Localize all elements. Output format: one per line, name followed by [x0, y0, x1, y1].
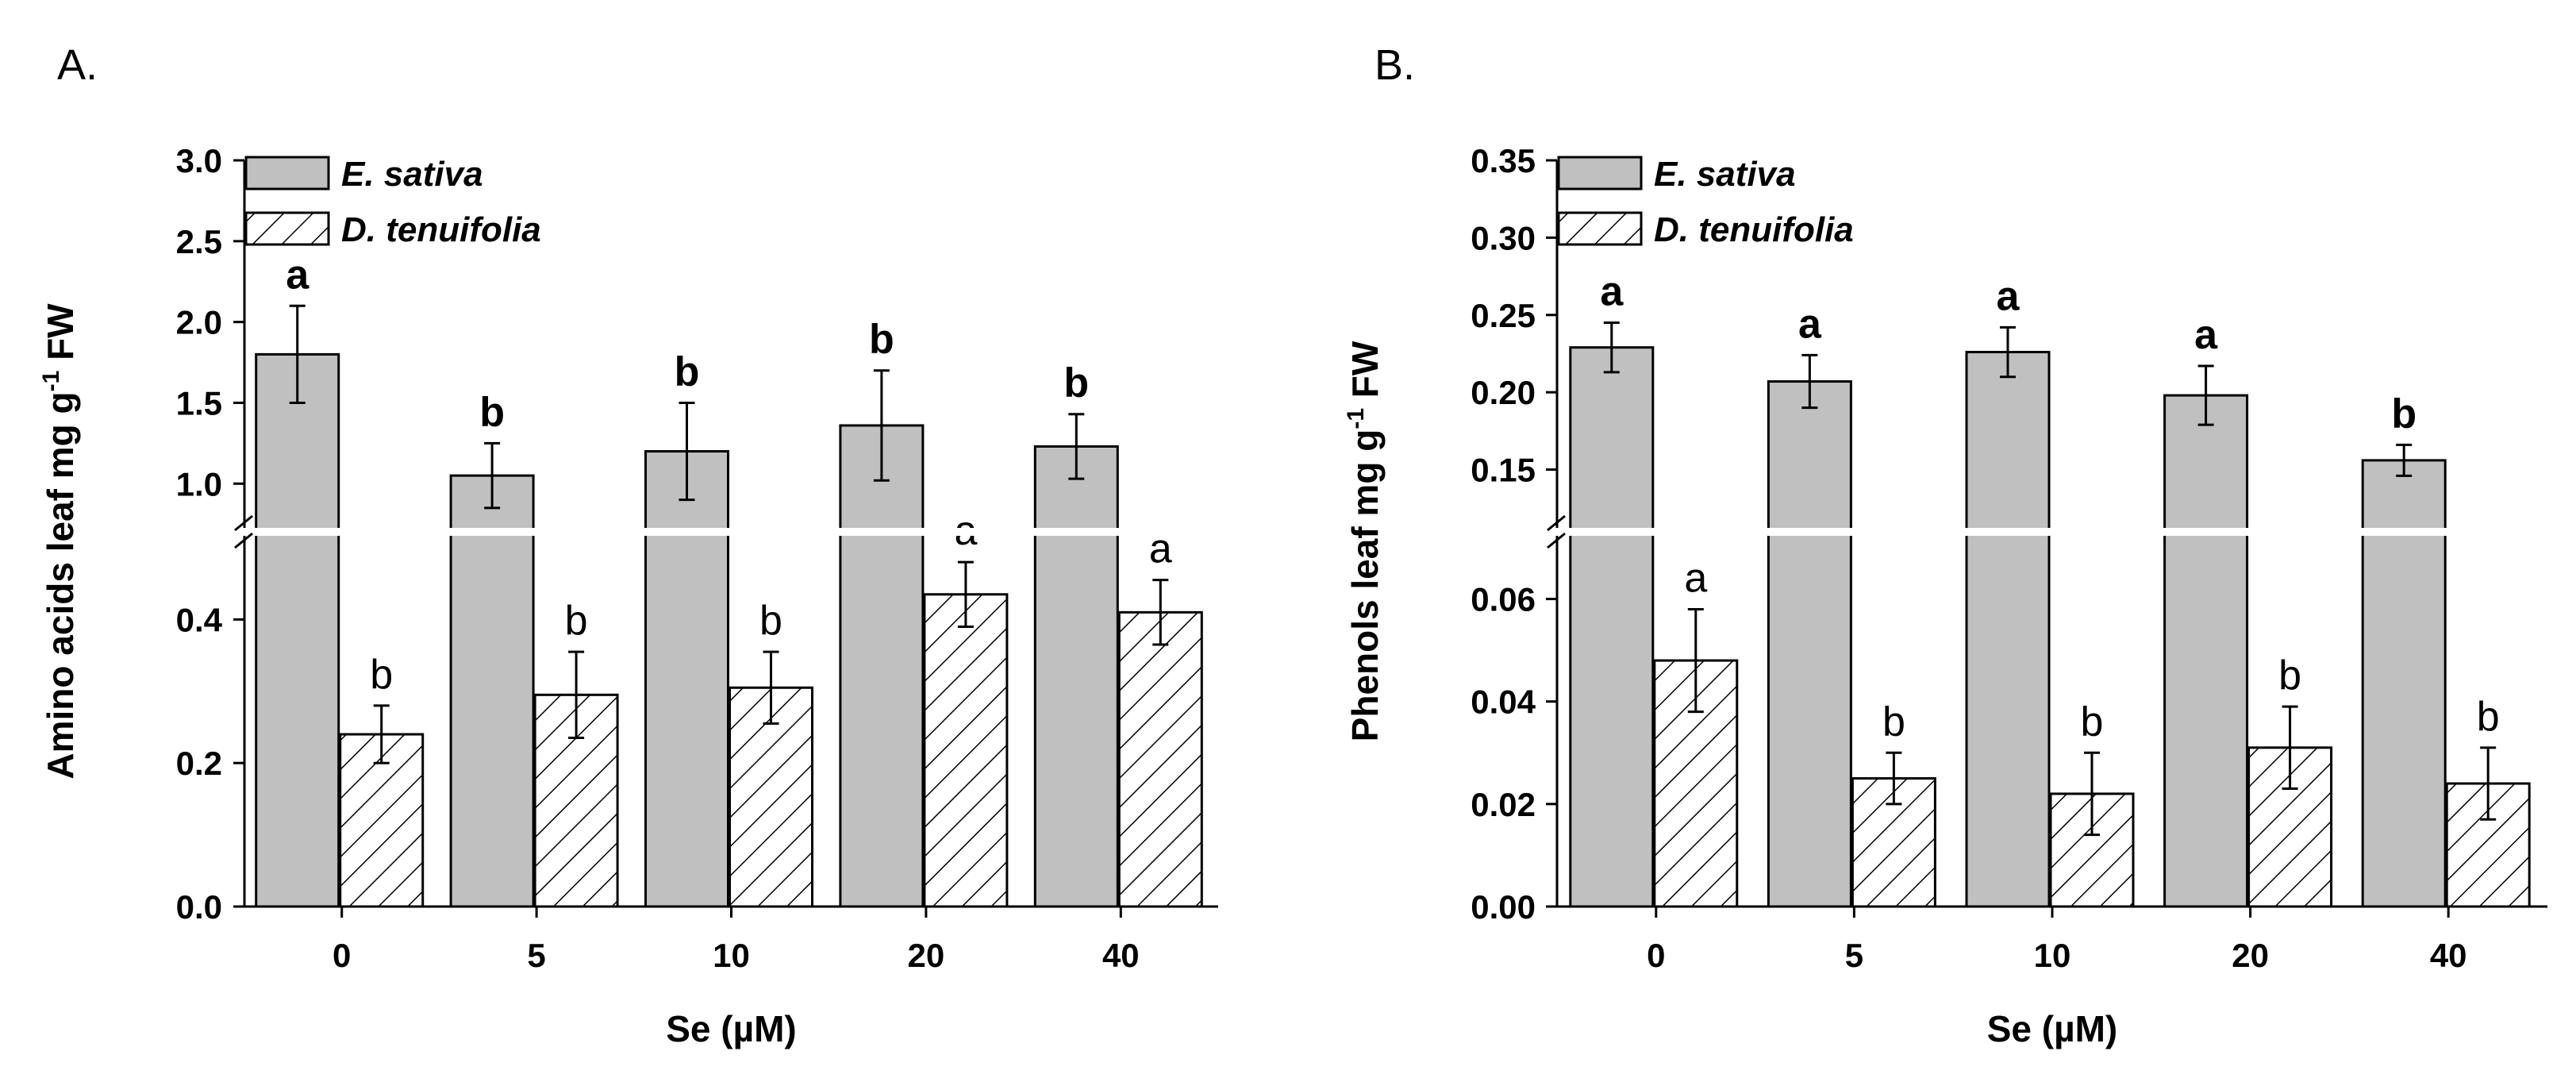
significance-letter: b — [2391, 391, 2416, 437]
panel-label: A. — [57, 41, 98, 89]
significance-letter: b — [565, 598, 588, 644]
axis-break-gap — [229, 528, 1220, 536]
bar-d-tenuifolia — [923, 593, 1009, 908]
significance-letter: b — [1063, 360, 1089, 406]
x-tick-label: 40 — [1102, 937, 1140, 974]
y-tick-label: 0.15 — [1471, 452, 1536, 489]
x-tick-label: 10 — [2034, 937, 2071, 974]
y-tick-label: 0.30 — [1471, 219, 1536, 256]
legend-swatch-e-sativa — [1557, 156, 1643, 191]
x-tick-label: 20 — [908, 937, 945, 974]
bar-e-sativa — [2361, 459, 2447, 908]
significance-letter: a — [1684, 555, 1707, 601]
significance-letter: a — [2194, 312, 2218, 358]
bar-d-tenuifolia — [533, 693, 619, 908]
x-tick-label: 10 — [713, 937, 750, 974]
x-tick-label: 5 — [1845, 937, 1863, 974]
x-tick-label: 20 — [2232, 937, 2269, 974]
axis-break-mark — [1547, 514, 1566, 532]
y-tick-label: 0.4 — [176, 601, 223, 638]
significance-letter: a — [1997, 273, 2020, 319]
y-axis-title: Amino acids leaf mg g-1 FW — [38, 303, 81, 780]
bar-e-sativa — [2163, 394, 2249, 908]
significance-letter: b — [2477, 694, 2500, 740]
bar-d-tenuifolia — [1117, 610, 1203, 908]
legend-label-d-tenuifolia: D. tenuifolia — [1654, 210, 1854, 249]
x-tick-label: 0 — [333, 937, 351, 974]
y-axis-title: Phenols leaf mg g-1 FW — [1343, 341, 1386, 741]
significance-letter: b — [675, 348, 700, 395]
axis-break-mark — [234, 514, 253, 532]
significance-letter: b — [2081, 699, 2104, 745]
legend-swatch-d-tenuifolia — [244, 211, 330, 246]
legend-label-e-sativa: E. sativa — [341, 155, 483, 194]
chart-panel-b: B. 0.15 0.20 0.25 0.30 0.35 0.00 0.02 0.04 0.06 0 5… — [1343, 41, 2549, 1049]
axis-break-mark — [1547, 532, 1566, 549]
bar-e-sativa — [1569, 346, 1655, 908]
significance-letter: a — [1798, 301, 1822, 347]
x-axis-title: Se (µM) — [666, 1008, 797, 1049]
y-tick-label: 0.06 — [1471, 581, 1536, 618]
y-tick-label: 0.04 — [1471, 683, 1536, 721]
significance-letter: b — [1882, 699, 1905, 745]
y-tick-label: 0.25 — [1471, 297, 1536, 334]
y-tick-label: 0.2 — [176, 745, 222, 782]
panel-label: B. — [1375, 41, 1415, 89]
bar-e-sativa — [449, 474, 535, 908]
axis-break-mark — [234, 532, 253, 549]
y-tick-label: 0.0 — [176, 888, 222, 926]
y-tick-label: 0.02 — [1471, 786, 1536, 823]
y-tick-label: 3.0 — [176, 142, 222, 179]
y-tick-label: 1.5 — [176, 384, 222, 422]
legend-label-e-sativa: E. sativa — [1654, 155, 1796, 194]
significance-letter: b — [2278, 653, 2301, 699]
x-tick-label: 40 — [2430, 937, 2467, 974]
bar-e-sativa — [1767, 380, 1852, 908]
legend-swatch-d-tenuifolia — [1557, 211, 1643, 246]
bar-e-sativa — [839, 424, 925, 908]
y-tick-label: 0.35 — [1471, 142, 1536, 179]
x-axis-title: Se (µM) — [1987, 1008, 2118, 1049]
bar-e-sativa — [644, 450, 729, 908]
significance-letter: b — [479, 389, 505, 435]
axis-break-gap — [1541, 528, 2549, 536]
bar-e-sativa — [1965, 351, 2051, 908]
significance-letter: a — [1600, 269, 1624, 315]
bar-e-sativa — [255, 352, 340, 908]
legend-swatch-e-sativa — [244, 156, 330, 191]
y-tick-label: 1.0 — [176, 465, 222, 502]
significance-letter: b — [370, 652, 393, 698]
bar-e-sativa — [1033, 445, 1119, 908]
legend-label-d-tenuifolia: D. tenuifolia — [341, 210, 541, 249]
significance-letter: a — [286, 252, 310, 298]
x-tick-label: 0 — [1647, 937, 1665, 974]
y-tick-label: 0.20 — [1471, 374, 1536, 411]
y-tick-label: 0.00 — [1471, 888, 1536, 926]
significance-letter: b — [869, 317, 894, 363]
bar-d-tenuifolia — [1851, 777, 1936, 908]
y-tick-label: 2.5 — [176, 223, 222, 260]
significance-letter: b — [759, 598, 782, 644]
y-tick-label: 2.0 — [176, 304, 222, 341]
chart-panel-a: A. 1.0 1.5 2.0 2.5 3.0 0.0 0.2 0.4 0 5 10 20 40 a b b b b b… — [38, 41, 1220, 1049]
x-tick-label: 5 — [527, 937, 545, 974]
